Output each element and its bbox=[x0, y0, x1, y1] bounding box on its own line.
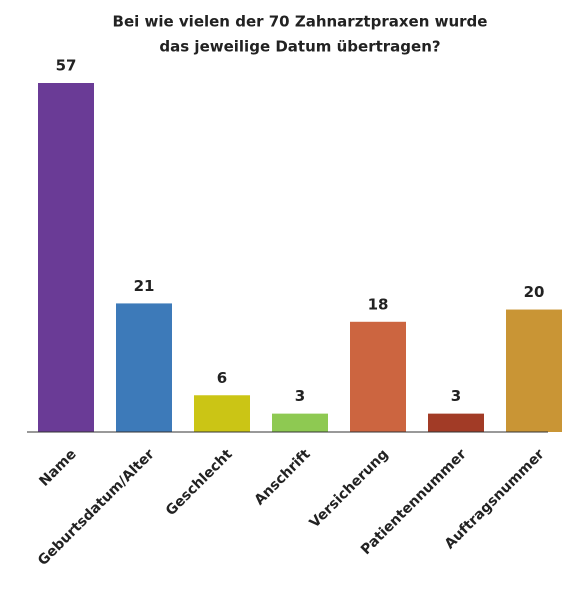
data-label: 18 bbox=[368, 295, 389, 313]
x-tick-label: Anschrift bbox=[252, 446, 314, 508]
x-tick-label: Versicherung bbox=[307, 446, 392, 531]
data-label: 21 bbox=[134, 277, 155, 295]
x-tick-label: Name bbox=[36, 446, 79, 489]
bar bbox=[350, 321, 406, 432]
bar bbox=[38, 83, 94, 432]
data-label: 6 bbox=[217, 369, 227, 387]
bar bbox=[272, 413, 328, 432]
data-label: 20 bbox=[524, 283, 545, 301]
bar bbox=[116, 303, 172, 432]
chart-title: das jeweilige Datum übertragen? bbox=[159, 38, 440, 56]
data-label: 57 bbox=[56, 57, 77, 75]
bar bbox=[506, 309, 562, 432]
data-label: 3 bbox=[295, 387, 305, 405]
chart-title: Bei wie vielen der 70 Zahnarztpraxen wur… bbox=[113, 13, 488, 31]
x-tick-label: Geschlecht bbox=[163, 446, 236, 519]
bar bbox=[428, 413, 484, 432]
data-label: 3 bbox=[451, 387, 461, 405]
bar bbox=[194, 395, 250, 432]
